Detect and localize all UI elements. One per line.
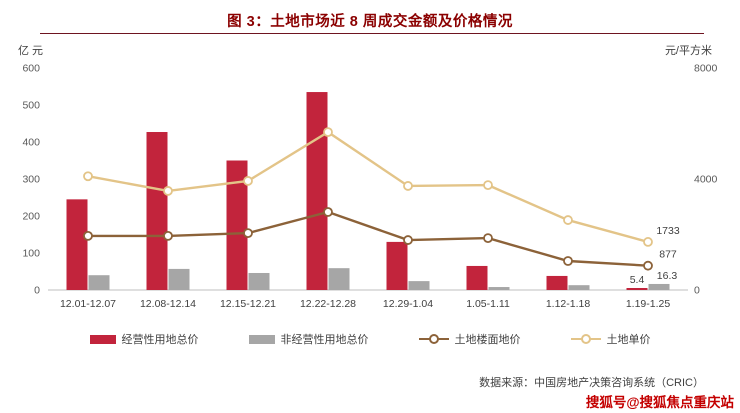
line-marker	[563, 256, 573, 266]
line-series	[88, 210, 649, 267]
right-axis-unit: 元/平方米	[665, 43, 712, 57]
bar-end-label: 5.4	[630, 274, 645, 286]
bar	[488, 287, 510, 290]
legend-item: 土地楼面地价	[418, 331, 521, 347]
left-tick-label: 400	[22, 137, 40, 149]
bar	[568, 285, 590, 290]
line-marker	[483, 180, 493, 191]
bar	[168, 268, 190, 290]
left-axis-unit: 亿 元	[18, 44, 43, 57]
line-marker	[83, 230, 93, 241]
legend-item: 土地单价	[570, 331, 651, 347]
chart-title: 图 3：土地市场近 8 周成交金额及价格情况	[227, 14, 513, 30]
left-tick-label: 600	[22, 63, 40, 75]
left-tick-label: 200	[22, 211, 40, 223]
line-marker	[323, 127, 333, 138]
right-tick-label: 4000	[694, 174, 718, 186]
line-marker	[323, 207, 333, 217]
left-tick-label: 100	[22, 248, 40, 260]
legend-label: 土地楼面地价	[454, 334, 521, 346]
legend-item: 经营性用地总价	[89, 331, 199, 347]
legend-label: 经营性用地总价	[121, 334, 199, 346]
line-marker	[643, 237, 653, 247]
legend-line-swatch	[418, 334, 449, 344]
line-marker	[483, 233, 493, 244]
bar	[546, 275, 568, 290]
x-category-label: 1.12-1.18	[546, 298, 591, 310]
x-category-label: 12.01-12.07	[60, 298, 116, 310]
title-divider	[40, 33, 704, 34]
legend-label: 土地单价	[606, 334, 651, 346]
bar	[146, 132, 168, 290]
chart-legend: 经营性用地总价 非经营性用地总价 土地楼面地价 土地单价	[0, 331, 740, 347]
bar	[648, 283, 670, 290]
x-category-label: 12.15-12.21	[220, 298, 276, 310]
line-series	[87, 130, 649, 244]
bar	[386, 241, 408, 290]
legend-bar-swatch	[89, 334, 116, 344]
line-end-label: 877	[659, 249, 677, 261]
bar	[328, 268, 350, 290]
line-marker	[403, 181, 413, 191]
line-marker	[243, 228, 253, 239]
bar	[248, 272, 270, 290]
legend-line-swatch	[570, 334, 601, 344]
legend-item: 非经营性用地总价	[248, 331, 369, 347]
bar	[88, 275, 110, 290]
x-category-label: 12.22-12.28	[300, 298, 356, 310]
bar	[466, 265, 488, 290]
x-category-label: 12.29-1.04	[383, 298, 433, 310]
legend-bar-swatch	[248, 334, 275, 344]
bar	[66, 199, 88, 290]
land-market-chart: 亿 元 元/平方米 0 100 200 300 400 500 600 0 4000 8000 12.0…	[18, 43, 718, 310]
left-tick-label: 0	[34, 285, 40, 297]
data-source-note: 数据来源：中国房地产决策咨询系统（CRIC）	[479, 377, 704, 389]
line-marker	[83, 171, 93, 182]
x-category-label: 1.19-1.25	[626, 298, 671, 310]
bar	[408, 281, 430, 290]
legend-label: 非经营性用地总价	[280, 334, 369, 346]
watermark-text: 搜狐号@搜狐焦点重庆站	[585, 395, 734, 410]
bar-end-label: 16.3	[657, 270, 678, 282]
right-tick-label: 8000	[694, 63, 718, 75]
x-category-label: 1.05-1.11	[466, 298, 510, 310]
left-tick-label: 500	[22, 100, 40, 112]
left-tick-label: 300	[22, 174, 40, 186]
line-marker	[243, 176, 253, 186]
line-marker	[403, 235, 413, 245]
line-marker	[163, 230, 173, 241]
bar	[306, 92, 328, 290]
bar	[626, 288, 648, 290]
right-tick-label: 0	[694, 285, 700, 297]
line-marker	[163, 186, 173, 196]
line-marker	[563, 215, 573, 225]
x-category-label: 12.08-12.14	[140, 298, 196, 310]
bar	[226, 160, 248, 290]
line-end-label: 1733	[656, 225, 680, 237]
line-marker	[643, 260, 653, 271]
